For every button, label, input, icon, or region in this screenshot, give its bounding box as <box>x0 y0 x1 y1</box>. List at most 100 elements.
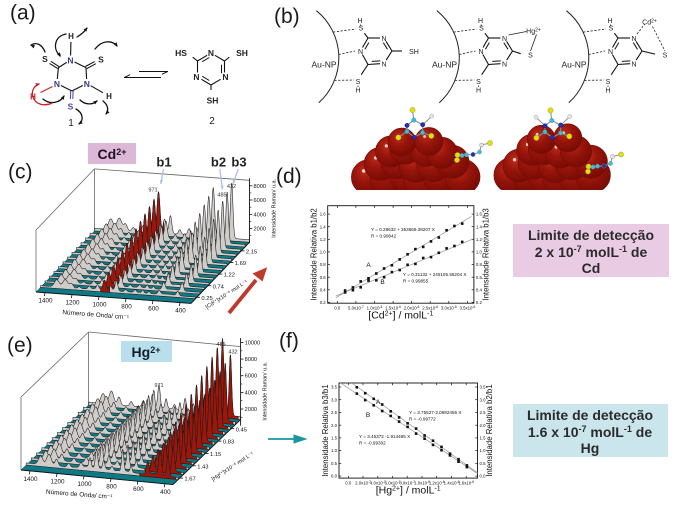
svg-text:SH: SH <box>409 49 419 56</box>
svg-text:0.74: 0.74 <box>213 284 225 290</box>
svg-text:Hg: Hg <box>581 440 600 456</box>
svg-text:(b): (b) <box>274 5 300 28</box>
svg-text:3.5x10-6: 3.5x10-6 <box>460 305 476 311</box>
svg-text:6000: 6000 <box>254 198 266 204</box>
svg-text:B: B <box>366 412 370 419</box>
svg-text:Y = 3.75527-2.0692455 X: Y = 3.75527-2.0692455 X <box>409 410 461 415</box>
svg-text:0.6: 0.6 <box>320 275 327 280</box>
svg-text:1.4x10-6: 1.4x10-6 <box>444 480 460 486</box>
svg-text:N: N <box>478 49 483 56</box>
svg-text:3.5: 3.5 <box>331 385 338 390</box>
svg-text:1.0x10-6: 1.0x10-6 <box>367 305 383 311</box>
svg-text:N: N <box>631 36 636 43</box>
svg-text:1.0: 1.0 <box>320 250 327 255</box>
svg-text:1000: 1000 <box>77 481 92 488</box>
svg-text:1.0: 1.0 <box>476 250 483 255</box>
svg-text:Au-NP: Au-NP <box>432 60 457 70</box>
svg-text:0.5: 0.5 <box>331 461 338 466</box>
svg-text:0.0: 0.0 <box>331 474 338 479</box>
svg-text:0.45: 0.45 <box>236 427 247 433</box>
svg-text:N: N <box>358 49 363 56</box>
svg-text:N: N <box>193 72 199 82</box>
svg-text:[Hg2+] / molL-1: [Hg2+] / molL-1 <box>376 485 441 497</box>
svg-text:B: B <box>380 279 384 286</box>
svg-text:3.0x10-6: 3.0x10-6 <box>441 305 457 311</box>
svg-text:(f): (f) <box>279 330 299 353</box>
svg-text:485: 485 <box>217 193 226 199</box>
svg-text:R = 0.99642: R = 0.99642 <box>371 233 397 238</box>
svg-text:8000: 8000 <box>245 357 257 363</box>
svg-text:600: 600 <box>133 486 144 493</box>
svg-text:1.43: 1.43 <box>197 464 208 470</box>
svg-text:1.6: 1.6 <box>320 212 327 217</box>
svg-text:b3: b3 <box>231 155 246 170</box>
svg-text:3.0: 3.0 <box>331 397 338 402</box>
svg-text:1.15: 1.15 <box>210 452 221 458</box>
svg-text:N: N <box>84 79 90 89</box>
svg-text:1.6 x 10-7 molL-1 de: 1.6 x 10-7 molL-1 de <box>528 424 652 440</box>
svg-text:1.2x10-6: 1.2x10-6 <box>429 480 445 486</box>
svg-text:1.0: 1.0 <box>331 448 338 453</box>
svg-text:N: N <box>381 62 386 69</box>
svg-text:H: H <box>68 32 74 41</box>
svg-text:(c): (c) <box>8 161 33 184</box>
svg-text:1000: 1000 <box>92 302 107 309</box>
svg-text:2.5: 2.5 <box>331 410 338 415</box>
svg-text:2: 2 <box>209 116 215 127</box>
svg-text:S: S <box>663 53 668 60</box>
svg-text:S: S <box>609 26 614 33</box>
svg-text:1.22: 1.22 <box>224 273 235 279</box>
svg-text:10000: 10000 <box>245 341 261 347</box>
svg-text:H: H <box>605 88 610 95</box>
svg-text:3.0: 3.0 <box>480 397 487 402</box>
svg-text:432: 432 <box>227 184 236 190</box>
svg-text:600: 600 <box>148 306 159 313</box>
svg-text:S: S <box>528 53 533 60</box>
svg-text:(d): (d) <box>276 165 302 188</box>
svg-text:Número de Onda/ cm⁻¹: Número de Onda/ cm⁻¹ <box>62 309 129 321</box>
svg-text:R = -0.99302: R = -0.99302 <box>359 440 386 445</box>
svg-text:Y = 0.28632 + 353669.38207 X: Y = 0.28632 + 353669.38207 X <box>371 227 435 232</box>
svg-text:S: S <box>42 54 48 64</box>
svg-text:1.4: 1.4 <box>320 224 327 229</box>
svg-text:A: A <box>376 399 381 406</box>
svg-text:A: A <box>366 262 371 269</box>
svg-text:Intensidade Raman/ u.a.: Intensidade Raman/ u.a. <box>263 362 269 421</box>
svg-text:2.5x10-6: 2.5x10-6 <box>422 305 438 311</box>
svg-text:432: 432 <box>228 350 237 356</box>
svg-text:N: N <box>608 49 613 56</box>
svg-text:2.15: 2.15 <box>246 250 257 256</box>
svg-text:2.0: 2.0 <box>331 423 338 428</box>
svg-text:2.0x10-6: 2.0x10-6 <box>404 305 420 311</box>
svg-text:(e): (e) <box>7 334 33 357</box>
svg-text:0.25: 0.25 <box>201 296 212 302</box>
svg-text:4.0x10-7: 4.0x10-7 <box>370 480 386 486</box>
svg-text:4000: 4000 <box>254 212 266 218</box>
svg-text:1200: 1200 <box>65 300 80 307</box>
svg-text:2 x 10-7 molL-1 de: 2 x 10-7 molL-1 de <box>535 244 648 260</box>
svg-text:H: H <box>355 88 360 95</box>
svg-text:S: S <box>68 102 74 112</box>
svg-text:0.8: 0.8 <box>320 262 327 267</box>
svg-text:0.5: 0.5 <box>480 461 487 466</box>
svg-text:Intensidade Raman/ u.a.: Intensidade Raman/ u.a. <box>272 179 278 238</box>
svg-text:N: N <box>222 72 228 82</box>
svg-text:Cd2+: Cd2+ <box>642 19 657 27</box>
svg-text:0.0: 0.0 <box>345 481 352 486</box>
svg-text:Intensidade Relativa b1/b3: Intensidade Relativa b1/b3 <box>481 208 490 300</box>
svg-text:1.5: 1.5 <box>480 436 487 441</box>
svg-text:H: H <box>478 18 483 25</box>
svg-text:Au-NP: Au-NP <box>311 60 336 70</box>
svg-text:S: S <box>606 79 611 86</box>
svg-text:1400: 1400 <box>23 476 38 483</box>
svg-text:N: N <box>381 36 386 43</box>
svg-text:S: S <box>479 26 484 33</box>
svg-text:Y = 0.31132 + 245105.55204 X: Y = 0.31132 + 245105.55204 X <box>403 272 466 277</box>
svg-text:1.2: 1.2 <box>476 237 483 242</box>
svg-text:2000: 2000 <box>254 227 266 233</box>
svg-text:Hg2+: Hg2+ <box>526 28 541 36</box>
svg-text:Número de Onda/ cm⁻¹: Número de Onda/ cm⁻¹ <box>46 489 113 501</box>
svg-text:SH: SH <box>207 96 219 106</box>
svg-text:485: 485 <box>216 342 225 348</box>
svg-text:400: 400 <box>175 308 186 315</box>
